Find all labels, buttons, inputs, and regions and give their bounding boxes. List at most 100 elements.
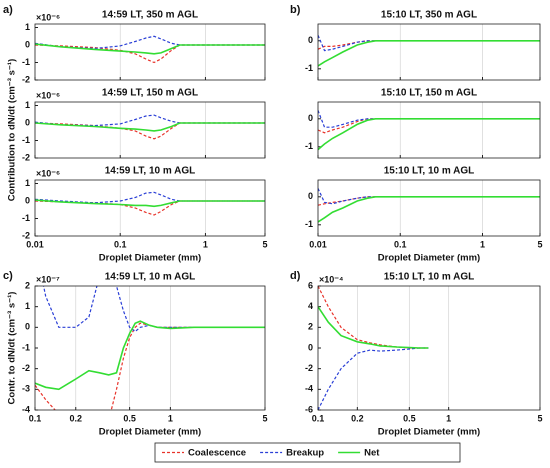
x-tick-label: 0.2	[69, 413, 82, 423]
chart-title: 14:59 LT, 150 m AGL	[102, 88, 198, 99]
y-tick-label: -2	[22, 74, 30, 84]
y-tick-label: -4	[305, 384, 313, 394]
y-tick-label: 0	[308, 35, 313, 45]
y-tick-label: -2	[305, 363, 313, 373]
plot-area	[35, 286, 265, 410]
y-tick-label: -1	[305, 219, 313, 229]
x-tick-label: 5	[537, 413, 542, 423]
y-tick-label: -1	[22, 213, 30, 223]
panel-label: d)	[290, 270, 301, 282]
series-line	[35, 43, 265, 55]
y-tick-label: 4	[308, 301, 313, 311]
y-tick-label: 1	[25, 301, 30, 311]
x-tick-label: 0.1	[312, 413, 325, 423]
series-line	[318, 196, 540, 223]
y-tick-label: -3	[22, 384, 30, 394]
y-tick-label: 0	[25, 39, 30, 49]
plot-frame	[317, 23, 541, 81]
plot-area	[318, 102, 540, 158]
chart-title: 15:10 LT, 10 m AGL	[384, 272, 475, 283]
y-tick-label: 0	[308, 191, 313, 201]
legend-label: Breakup	[286, 448, 324, 459]
x-tick-label: 5	[537, 239, 542, 249]
y-multiplier: ×10⁻⁷	[36, 274, 60, 284]
chart-title: 14:59 LT, 350 m AGL	[102, 10, 198, 21]
y-tick-label: -6	[305, 404, 313, 414]
series-line	[318, 118, 540, 151]
y-tick-label: -2	[22, 230, 30, 240]
y-multiplier: ×10⁻⁴	[319, 274, 343, 284]
x-axis-title: Droplet Diameter (mm)	[378, 253, 480, 264]
x-tick-label: 1	[168, 413, 173, 423]
x-tick-label: 5	[262, 239, 267, 249]
x-tick-label: 0.2	[351, 413, 364, 423]
y-multiplier: ×10⁻⁶	[36, 12, 60, 22]
chart-title: 15:10 LT, 350 m AGL	[381, 10, 477, 21]
y-tick-label: -1	[22, 57, 30, 67]
series-line	[35, 320, 265, 391]
y-tick-label: -4	[22, 404, 30, 414]
plot-frame	[317, 285, 541, 411]
legend-label: Coalescence	[188, 448, 246, 459]
y-tick-label: -1	[22, 135, 30, 145]
y-tick-label: 1	[25, 178, 30, 188]
x-tick-label: 1	[203, 239, 208, 249]
series-line	[42, 286, 265, 333]
plot-area	[318, 24, 540, 80]
series-line	[35, 199, 265, 208]
plot-area	[35, 24, 265, 80]
y-axis-title: Contribution to dN/dt (cm⁻³ s⁻¹)	[7, 59, 18, 201]
y-tick-label: 0	[25, 322, 30, 332]
x-tick-label: 0.1	[114, 239, 127, 249]
series-line	[318, 306, 429, 349]
plot-area	[318, 180, 540, 236]
y-tick-label: -2	[22, 363, 30, 373]
plot-area	[35, 180, 265, 236]
chart-title: 14:59 LT, 10 m AGL	[105, 272, 196, 283]
plot-frame	[34, 179, 266, 237]
chart-title: 14:59 LT, 10 m AGL	[105, 166, 196, 177]
y-tick-label: 1	[25, 22, 30, 32]
y-tick-label: 6	[308, 280, 313, 290]
plot-frame	[34, 23, 266, 81]
x-axis-title: Droplet Diameter (mm)	[378, 427, 480, 438]
y-tick-label: -1	[305, 63, 313, 73]
y-tick-label: 0	[308, 113, 313, 123]
y-tick-label: -1	[22, 342, 30, 352]
plot-frame	[317, 179, 541, 237]
y-tick-label: 0	[25, 117, 30, 127]
legend-label: Net	[364, 448, 380, 459]
series-line	[35, 122, 265, 132]
y-tick-label: 0	[25, 195, 30, 205]
x-tick-label: 1	[480, 239, 485, 249]
plot-frame	[34, 101, 266, 159]
y-multiplier: ×10⁻⁶	[36, 168, 60, 178]
x-tick-label: 0.01	[26, 239, 44, 249]
chart-title: 15:10 LT, 10 m AGL	[384, 166, 475, 177]
x-axis-title: Droplet Diameter (mm)	[99, 427, 201, 438]
y-tick-label: -2	[22, 152, 30, 162]
plot-frame	[34, 285, 266, 411]
x-tick-label: 0.1	[394, 239, 407, 249]
x-tick-label: 5	[262, 413, 267, 423]
y-tick-label: 2	[308, 322, 313, 332]
panel-label: c)	[3, 270, 13, 282]
legend-box	[154, 442, 461, 463]
y-tick-label: 0	[308, 342, 313, 352]
chart-title: 15:10 LT, 150 m AGL	[381, 88, 477, 99]
y-tick-label: -1	[305, 141, 313, 151]
y-tick-label: 1	[25, 100, 30, 110]
series-line	[318, 188, 540, 205]
y-tick-label: 2	[25, 280, 30, 290]
x-tick-label: 0.01	[309, 239, 327, 249]
y-axis-title: Contr. to dN/dt (cm⁻³ s⁻¹)	[7, 292, 18, 405]
plot-area	[318, 286, 540, 410]
x-axis-title: Droplet Diameter (mm)	[99, 253, 201, 264]
x-tick-label: 0.5	[123, 413, 136, 423]
panel-label: a)	[3, 4, 13, 16]
x-tick-label: 1	[446, 413, 451, 423]
series-line	[318, 40, 540, 67]
x-tick-label: 0.5	[403, 413, 416, 423]
panel-label: b)	[290, 4, 301, 16]
legend: Coalescence Breakup Net	[154, 442, 461, 463]
